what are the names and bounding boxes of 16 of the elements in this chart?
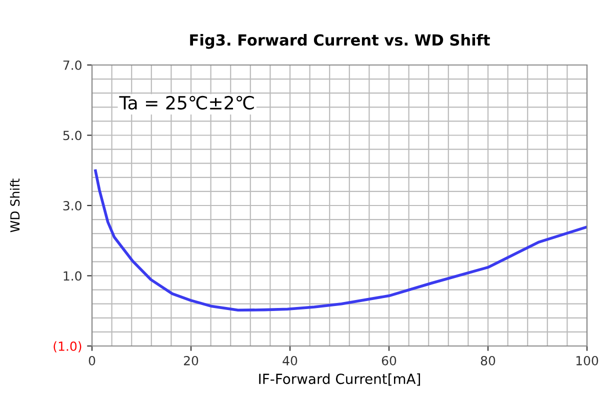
x-tick-label: 20	[184, 356, 198, 366]
y-tick-label: (1.0)	[54, 341, 82, 352]
y-tick-label: 3.0	[63, 200, 82, 210]
y-tick-label: 1.0	[64, 271, 82, 281]
y-tick-label: 5.0	[63, 130, 82, 140]
x-axis-title: IF-Forward Current[mA]	[259, 373, 420, 386]
x-tick-label: 0	[88, 356, 96, 366]
y-tick-label: 7.0	[63, 60, 82, 70]
x-tick-label: 100	[576, 356, 598, 366]
chart-title: Fig3. Forward Current vs. WD Shift	[190, 34, 490, 49]
x-tick-label: 80	[480, 356, 496, 366]
x-tick-label: 60	[382, 356, 396, 366]
y-axis-title: WD Shift	[10, 178, 20, 232]
annotation: Ta = 25℃±2℃	[119, 96, 254, 110]
x-tick-label: 40	[282, 356, 298, 366]
line-series	[94, 169, 587, 312]
